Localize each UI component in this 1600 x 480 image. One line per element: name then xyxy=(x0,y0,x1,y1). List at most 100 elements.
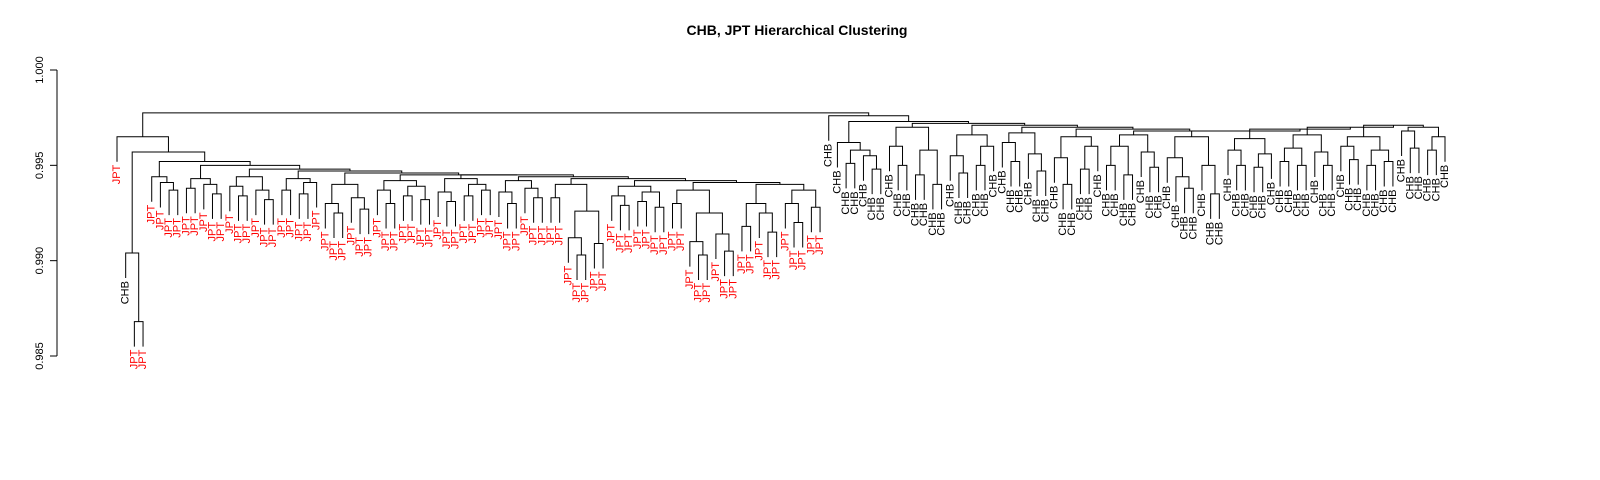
leaf-label: JPT xyxy=(554,225,566,245)
branch xyxy=(1191,129,1301,137)
leaf-label: CHB xyxy=(1187,216,1199,239)
branch xyxy=(1175,176,1190,202)
leaf-label: JPT xyxy=(337,241,349,261)
branch xyxy=(593,243,604,269)
branch xyxy=(784,202,799,229)
leaf-label: CHB xyxy=(1326,193,1338,216)
branch xyxy=(468,183,487,196)
leaf-label: JPT xyxy=(493,220,505,240)
branch xyxy=(1119,134,1149,152)
leaf-label: JPT xyxy=(649,235,661,255)
branch xyxy=(142,112,870,137)
branch xyxy=(715,233,730,259)
branch xyxy=(190,178,211,189)
leaf-label: CHB xyxy=(1361,193,1373,216)
branch xyxy=(1249,127,1351,139)
branch xyxy=(359,208,370,235)
leaf-label: CHB xyxy=(120,281,132,304)
leaf-label: JPT xyxy=(311,210,323,230)
leaf-label: JPT xyxy=(215,222,227,242)
leaf-label: JPT xyxy=(380,231,392,251)
branch xyxy=(151,176,168,202)
branch xyxy=(871,168,882,195)
branch xyxy=(1279,161,1290,187)
leaf-label: CHB xyxy=(944,184,956,207)
leaf-label: JPT xyxy=(180,216,192,236)
leaf-label: CHB xyxy=(953,201,965,224)
branch xyxy=(745,202,767,227)
branch xyxy=(1201,164,1216,194)
leaf-label: CHB xyxy=(1135,180,1147,203)
leaf-label: CHB xyxy=(1239,193,1251,216)
leaf-label: CHB xyxy=(1205,222,1217,245)
leaf-label: CHB xyxy=(831,170,843,193)
leaf-label: CHB xyxy=(1352,188,1364,211)
leaf-label: CHB xyxy=(1127,203,1139,226)
branch xyxy=(849,149,871,164)
branch xyxy=(1110,145,1129,175)
branch xyxy=(1008,132,1036,154)
leaf-label: CHB xyxy=(840,191,852,214)
branch xyxy=(845,162,856,189)
leaf-label: JPT xyxy=(432,220,444,240)
branch xyxy=(1123,174,1134,200)
leaf-label: JPT xyxy=(701,283,713,303)
leaf-label: JPT xyxy=(736,254,748,274)
leaf-label: CHB xyxy=(883,174,895,197)
branch xyxy=(1370,149,1390,166)
branch xyxy=(828,115,910,141)
branch xyxy=(689,241,704,267)
branch xyxy=(1184,187,1194,214)
branch xyxy=(333,212,344,238)
leaf-label: CHB xyxy=(1066,212,1078,235)
leaf-label: JPT xyxy=(111,164,123,184)
branch xyxy=(1027,153,1042,179)
branch xyxy=(402,195,413,221)
leaf-label: CHB xyxy=(1335,174,1347,197)
leaf-label: CHB xyxy=(849,191,861,214)
leaf-label: JPT xyxy=(276,218,288,238)
branch xyxy=(554,183,588,212)
leaf-label: CHB xyxy=(996,170,1008,193)
leaf-label: JPT xyxy=(206,222,218,242)
branch xyxy=(793,222,804,248)
branch xyxy=(1053,157,1068,185)
leaf-label: JPT xyxy=(241,224,253,244)
branch xyxy=(229,185,244,212)
leaf-label: JPT xyxy=(623,233,635,253)
branch xyxy=(264,199,274,225)
leaf-label: JPT xyxy=(371,218,383,238)
leaf-label: CHB xyxy=(892,193,904,216)
branch xyxy=(971,124,1078,135)
branch xyxy=(767,231,778,258)
leaf-label: JPT xyxy=(224,214,236,234)
branch xyxy=(420,199,430,225)
leaf-label: JPT xyxy=(762,260,774,280)
leaf-label: CHB xyxy=(1144,195,1156,218)
branch xyxy=(1062,183,1073,210)
leaf-label: CHB xyxy=(1404,176,1416,199)
branch xyxy=(956,134,988,156)
leaf-label: JPT xyxy=(536,225,548,245)
y-tick-label: 0.990 xyxy=(34,247,46,275)
y-tick-label: 0.995 xyxy=(34,152,46,180)
leaf-label: JPT xyxy=(293,222,305,242)
leaf-label: CHB xyxy=(866,197,878,220)
leaf-label: JPT xyxy=(146,204,158,224)
branch xyxy=(1236,164,1246,191)
branch xyxy=(1105,164,1116,191)
branch xyxy=(672,202,682,229)
branch xyxy=(444,178,478,193)
leaf-label: CHB xyxy=(1439,165,1451,188)
branch xyxy=(159,181,174,208)
branch xyxy=(285,178,311,191)
branch xyxy=(331,183,359,204)
branch xyxy=(654,206,665,233)
leaf-label: JPT xyxy=(805,235,817,255)
leaf-label: JPT xyxy=(397,224,409,244)
leaf-label: CHB xyxy=(1196,193,1208,216)
leaf-label: JPT xyxy=(154,210,166,230)
leaf-label: JPT xyxy=(571,283,583,303)
leaf-label: CHB xyxy=(1057,212,1069,235)
leaf-label: JPT xyxy=(172,218,184,238)
